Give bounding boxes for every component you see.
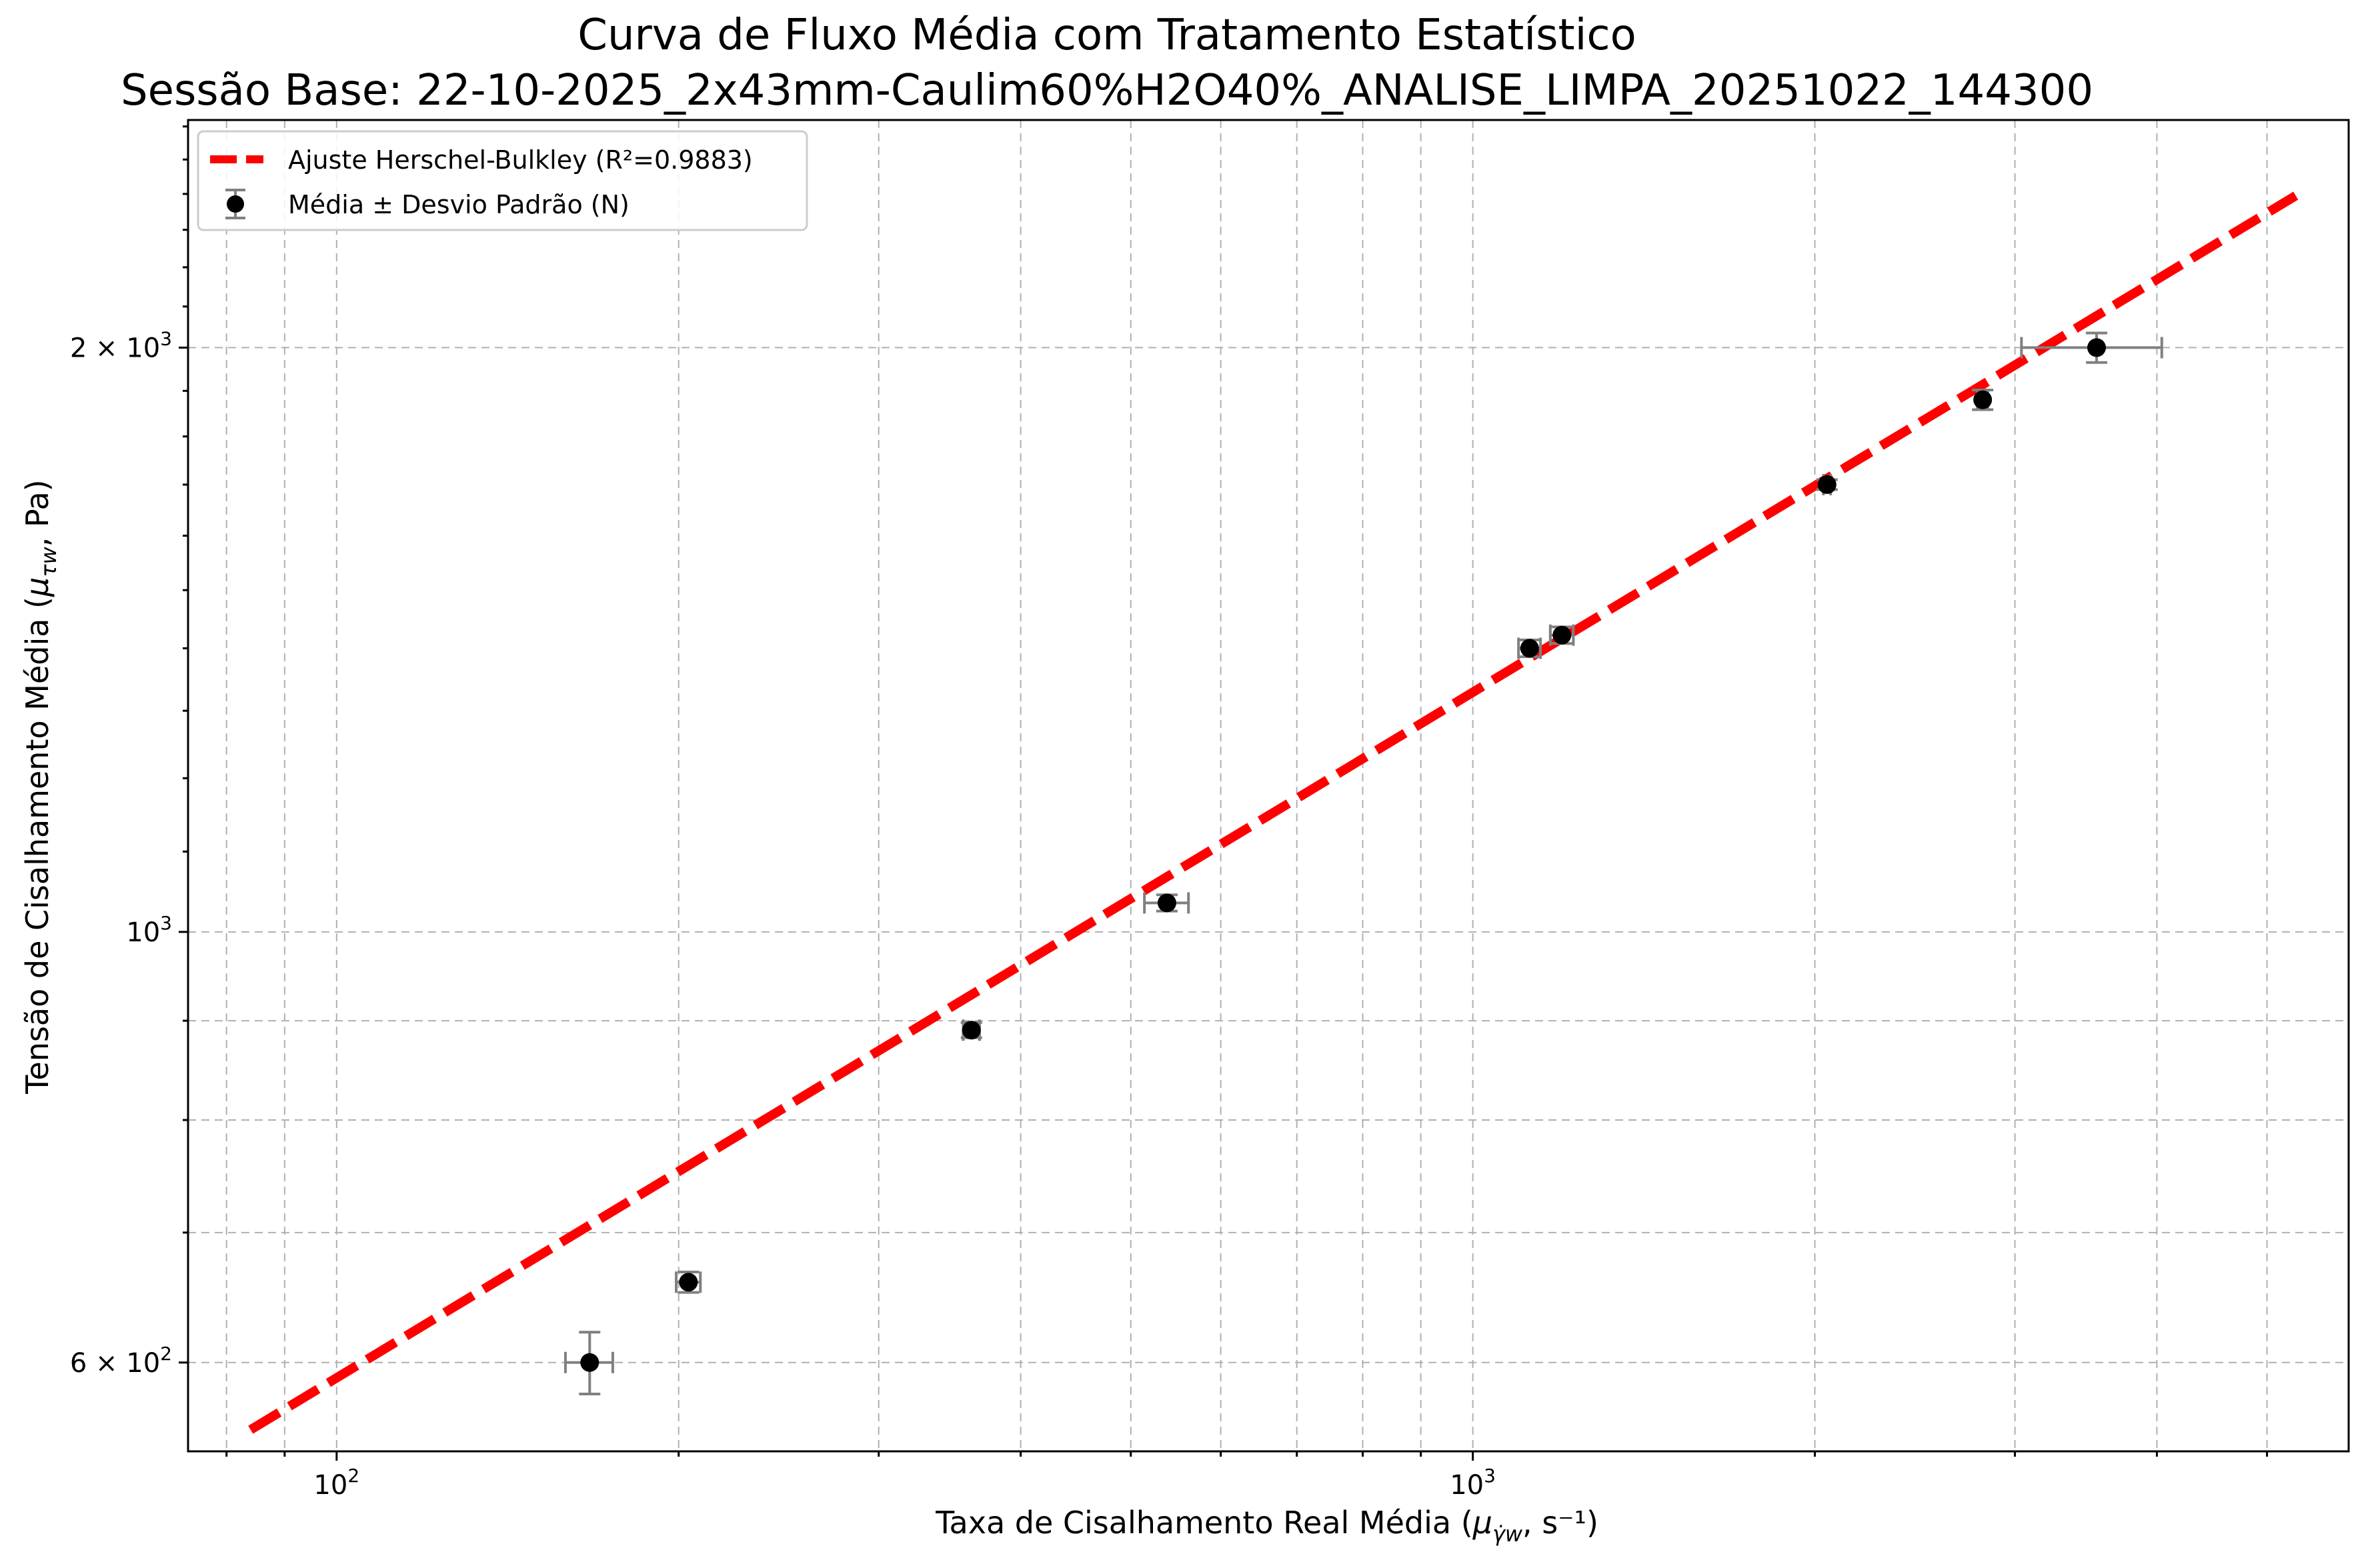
legend-fit-label: Ajuste Herschel-Bulkley (R²=0.9883) xyxy=(288,145,753,175)
data-point-marker xyxy=(679,1273,698,1292)
y-tick-label: 2 × 103 xyxy=(70,327,172,363)
data-point-marker xyxy=(580,1353,600,1372)
x-tick-label: 102 xyxy=(313,1465,359,1501)
y-axis-label: Tensão de Cisalhamento Média (μτw, Pa) xyxy=(19,479,61,1095)
data-point-marker xyxy=(1157,893,1176,913)
data-points-layer xyxy=(563,331,2163,1396)
data-point-marker xyxy=(2087,338,2107,357)
y-tick-label-base: 2 × 10 xyxy=(70,333,160,363)
x-tick-label: 103 xyxy=(1450,1465,1496,1501)
y-axis-label-main: Tensão de Cisalhamento Média ( xyxy=(19,597,55,1095)
y-tick-label: 103 xyxy=(126,912,172,948)
x-axis-ticks: 102 103 xyxy=(225,1451,2269,1501)
data-point xyxy=(2020,331,2163,364)
legend-errorbar-swatch xyxy=(225,189,245,219)
y-axis-label-symbol: μ xyxy=(19,577,55,597)
y-tick-label-exponent: 2 xyxy=(160,1343,172,1365)
x-tick-label-exponent: 2 xyxy=(347,1465,359,1487)
data-point xyxy=(563,1331,614,1396)
y-tick-label-exponent: 3 xyxy=(160,912,172,934)
y-tick-label-exponent: 3 xyxy=(160,327,172,349)
y-axis-label-unit: , Pa) xyxy=(19,479,55,547)
chart-title: Curva de Fluxo Média com Tratamento Esta… xyxy=(577,11,1636,60)
chart-subtitle: Sessão Base: 22-10-2025_2x43mm-Caulim60%… xyxy=(121,66,2093,115)
fit-line-layer xyxy=(248,191,2299,1434)
x-axis-label-subscript: γ̇w xyxy=(1492,1521,1523,1547)
data-point-marker xyxy=(1552,625,1572,645)
legend-points-label: Média ± Desvio Padrão (N) xyxy=(288,190,630,219)
y-tick-label-base: 6 × 10 xyxy=(70,1348,160,1379)
x-axis-label: Taxa de Cisalhamento Real Média (μγ̇w, s… xyxy=(935,1505,1598,1547)
x-tick-label-exponent: 3 xyxy=(1484,1465,1496,1487)
data-point-marker xyxy=(1520,639,1539,658)
legend: Ajuste Herschel-Bulkley (R²=0.9883) Médi… xyxy=(197,130,808,231)
data-point-marker xyxy=(1973,390,1993,409)
data-point xyxy=(960,1019,982,1041)
x-axis-label-unit: , s⁻¹) xyxy=(1522,1505,1598,1541)
grid xyxy=(188,120,2349,1451)
data-point xyxy=(1143,892,1190,914)
x-tick-label-base: 10 xyxy=(313,1470,347,1501)
data-point-marker xyxy=(962,1021,981,1040)
y-tick-label-base: 10 xyxy=(126,917,160,948)
x-tick-label-base: 10 xyxy=(1450,1470,1484,1501)
data-point xyxy=(1972,388,1994,411)
data-point xyxy=(674,1271,702,1294)
data-point xyxy=(1816,473,1838,495)
data-point-marker xyxy=(1817,475,1837,494)
fit-line xyxy=(248,191,2299,1434)
x-axis-label-symbol: μ xyxy=(1472,1505,1492,1541)
y-tick-label: 6 × 102 xyxy=(70,1343,172,1379)
legend-box xyxy=(197,130,808,231)
data-point xyxy=(1517,637,1542,659)
y-axis-label-subscript: τw xyxy=(36,546,61,577)
plot-area-frame xyxy=(187,119,2350,1453)
data-point xyxy=(1548,624,1575,646)
x-axis-label-main: Taxa de Cisalhamento Real Média ( xyxy=(935,1505,1473,1541)
